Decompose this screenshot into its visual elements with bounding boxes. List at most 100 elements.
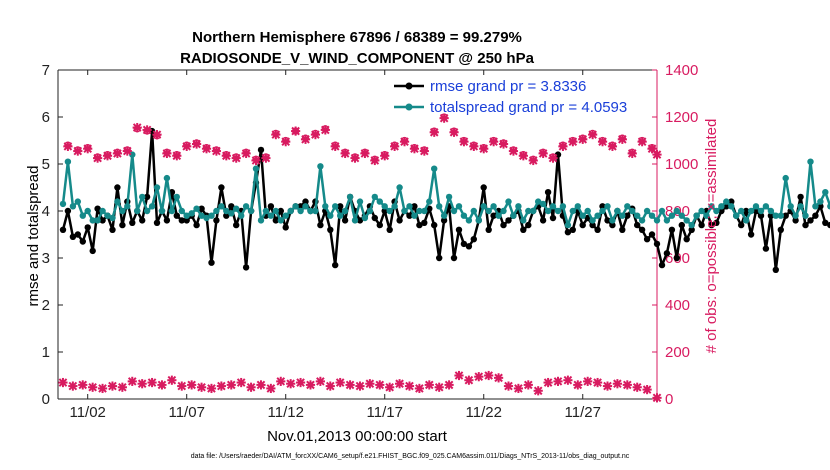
obs-assimilated-point (83, 144, 93, 154)
rmse-point (114, 184, 121, 191)
totalspread-point (148, 203, 156, 210)
totalspread-point (638, 217, 646, 224)
rmse-point (406, 212, 413, 219)
totalspread-point (307, 207, 314, 215)
rmse-point (455, 226, 463, 233)
totalspread-point (619, 212, 626, 219)
rmse-point (376, 221, 383, 229)
rmse-point (822, 219, 829, 226)
totalspread-point (708, 203, 715, 210)
x-tick-label: 11/12 (268, 404, 304, 421)
obs-low-point (345, 380, 355, 390)
totalspread-point (485, 207, 492, 215)
totalspread-point (648, 212, 656, 219)
totalspread-point (480, 203, 487, 210)
rmse-point (356, 217, 364, 224)
obs-assimilated-point (439, 113, 449, 123)
rmse-point (198, 205, 205, 212)
rmse-point (431, 221, 438, 229)
obs-assimilated-point (291, 126, 301, 136)
totalspread-point (579, 212, 586, 219)
totalspread-point (792, 212, 799, 219)
obs-low-point (414, 383, 424, 394)
obs-assimilated-point (300, 134, 311, 144)
rmse-point (708, 221, 715, 229)
rmse-point (436, 254, 443, 262)
obs-low-point (533, 386, 543, 396)
rmse-point (762, 245, 770, 252)
rmse-point (421, 219, 428, 226)
totalspread-point (213, 207, 220, 215)
rmse-point (505, 217, 512, 224)
rmse-point (84, 224, 91, 231)
rmse-point (327, 226, 334, 233)
totalspread-point (544, 207, 552, 215)
obs-low-point (187, 380, 197, 390)
obs-low-point (167, 375, 177, 385)
obs-low-point (107, 381, 118, 391)
totalspread-point (64, 158, 72, 165)
obs-low-point (612, 379, 622, 389)
obs-low-point (642, 385, 652, 395)
totalspread-point (465, 217, 473, 224)
rmse-point (272, 217, 279, 224)
obs-assimilated-point (192, 139, 202, 149)
totalspread-point (455, 203, 463, 210)
totalspread-point (634, 212, 641, 219)
rmse-point (747, 231, 755, 238)
rmse-point (579, 221, 586, 229)
totalspread-point (158, 207, 166, 215)
totalspread-point (440, 212, 448, 219)
totalspread-point (802, 212, 809, 219)
obs-assimilated-point (399, 137, 410, 147)
x-tick-label: 11/02 (69, 404, 105, 421)
obs-assimilated-point (449, 127, 459, 137)
obs-assimilated-point (360, 148, 370, 159)
obs-assimilated-point (498, 139, 509, 149)
rmse-point (282, 224, 289, 231)
y-tick-label-right: 0 (665, 391, 673, 408)
obs-low-point (632, 382, 642, 392)
obs-low-point (206, 383, 217, 394)
obs-assimilated-point (211, 146, 222, 156)
rmse-point (233, 221, 240, 229)
totalspread-point (559, 203, 567, 210)
rmse-point (178, 217, 185, 224)
rmse-point (643, 236, 651, 243)
rmse-point (64, 207, 72, 215)
obs-assimilated-point (652, 150, 662, 160)
totalspread-point (742, 217, 750, 224)
plot-area (58, 70, 657, 399)
rmse-point (386, 226, 393, 233)
obs-low-point (563, 375, 573, 385)
y-axis-label-left: rmse and totalspread (25, 166, 42, 307)
totalspread-point (688, 221, 695, 229)
totalspread-point (777, 212, 784, 219)
totalspread-point (257, 217, 265, 224)
totalspread-point (589, 217, 596, 224)
obs-assimilated-point (469, 141, 479, 151)
obs-low-point (137, 379, 147, 389)
x-tick-label: 11/22 (466, 404, 502, 421)
totalspread-point (406, 203, 413, 210)
obs-low-point (583, 376, 593, 386)
obs-low-point (493, 373, 504, 383)
totalspread-point (94, 217, 101, 224)
rmse-point (277, 207, 284, 215)
obs-low-point (424, 380, 434, 390)
rmse-point (520, 226, 527, 233)
obs-assimilated-point (578, 134, 588, 144)
totalspread-point (208, 212, 215, 219)
totalspread-point (79, 212, 87, 219)
data-file-footer: data file: /Users/raeder/DAI/ATM_forcXX/… (191, 453, 630, 460)
totalspread-point (752, 203, 760, 210)
totalspread-point (247, 207, 255, 215)
rmse-point (163, 217, 171, 224)
rmse-point (440, 217, 448, 224)
chart-subtitle: RADIOSONDE_V_WIND_COMPONENT @ 250 hPa (180, 50, 535, 67)
obs-low-point (602, 381, 613, 391)
legend-label: rmse grand pr = 3.8336 (430, 78, 586, 95)
obs-low-point (305, 380, 316, 390)
x-tick-label: 11/27 (565, 404, 601, 421)
totalspread-point (282, 212, 289, 219)
